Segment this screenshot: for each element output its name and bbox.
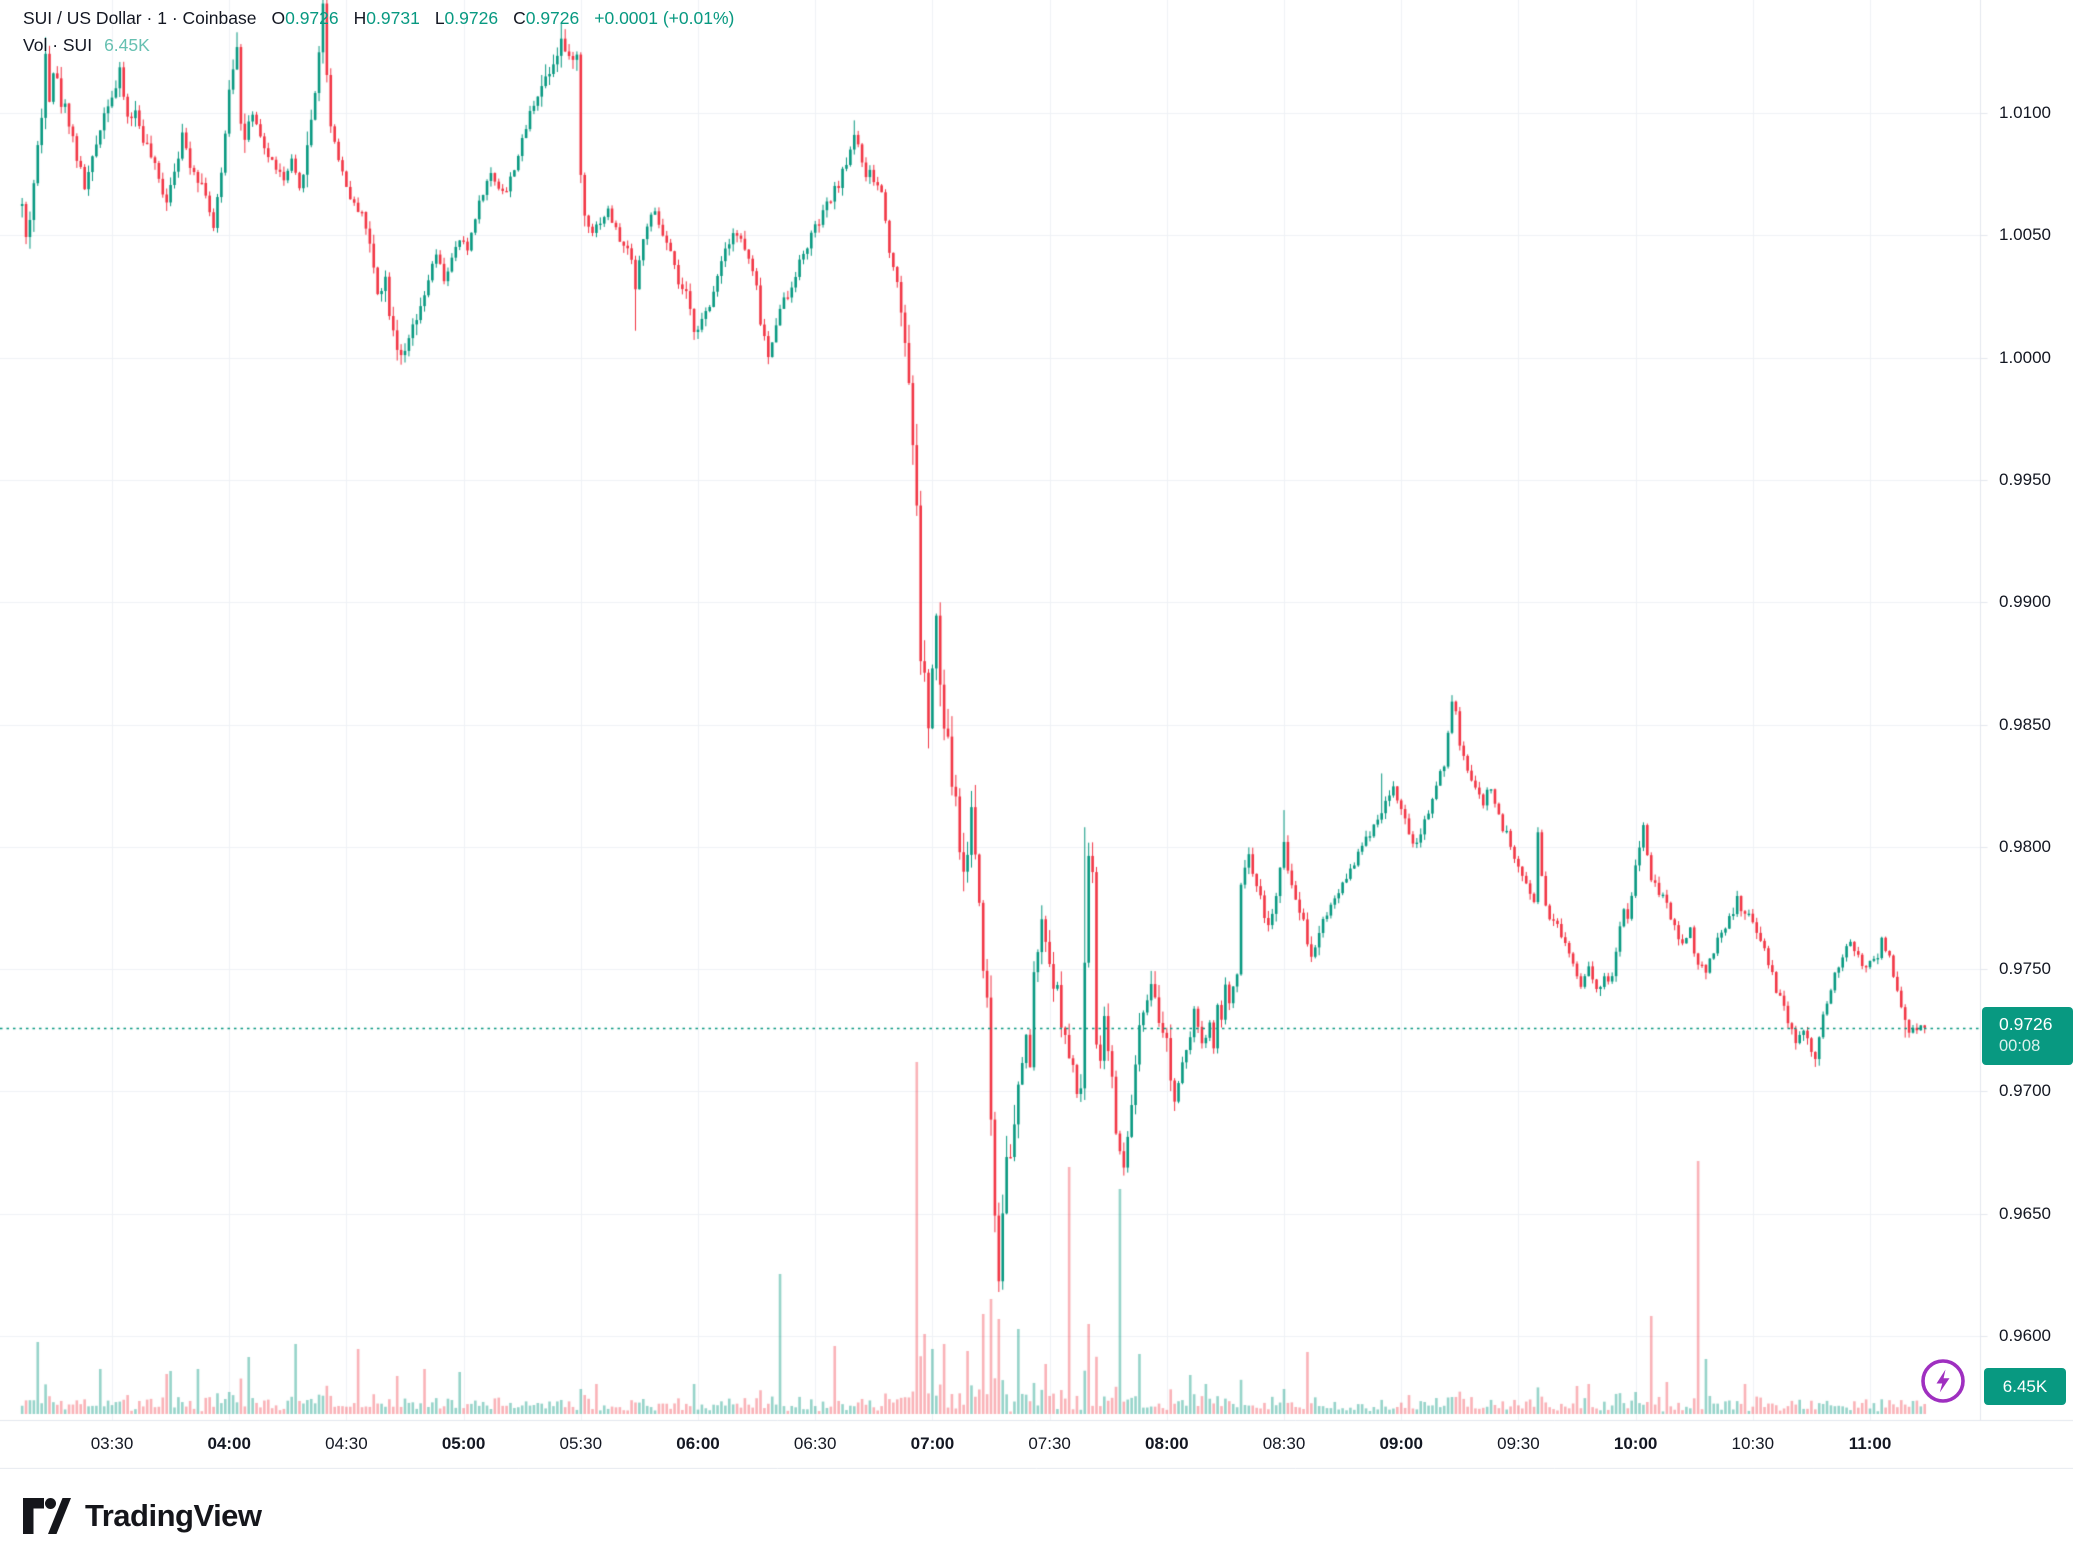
price-tick-label: 1.0100	[1999, 103, 2051, 122]
lightning-trade-button[interactable]	[1918, 1356, 1968, 1406]
price-tick-label: 0.9600	[1999, 1326, 2051, 1345]
price-tick-label: 1.0000	[1999, 347, 2051, 367]
time-tick-label: 08:30	[1262, 1434, 1306, 1453]
ohlc-low: L0.9726	[434, 8, 499, 28]
volume-legend-value: 6.45K	[104, 35, 150, 55]
volume-legend-label: Vol · SUI	[23, 35, 93, 55]
price-tick-label: 0.9650	[1999, 1203, 2051, 1223]
time-tick-label: 11:00	[1848, 1434, 1892, 1453]
current-price-label: 0.9726 00:08	[1982, 1007, 2073, 1065]
tradingview-logo-text: TradingView	[85, 1498, 262, 1533]
time-tick-label: 04:30	[325, 1434, 368, 1453]
tradingview-logo[interactable]: TradingView	[23, 1498, 262, 1534]
time-tick-label: 09:00	[1379, 1434, 1423, 1453]
time-tick-label: 07:30	[1028, 1434, 1071, 1453]
time-tick-label: 09:30	[1497, 1434, 1540, 1453]
time-tick-label: 10:00	[1613, 1434, 1658, 1453]
time-tick-label: 10:30	[1731, 1434, 1775, 1453]
time-tick-label: 06:30	[793, 1434, 837, 1453]
lightning-icon	[1921, 1359, 1965, 1403]
price-tick-label: 0.9750	[1999, 959, 2051, 979]
price-tick-label: 1.0050	[1999, 225, 2051, 245]
price-tick-label: 0.9950	[1999, 469, 2051, 489]
symbol-legend-row: SUI / US Dollar · 1 · Coinbase O0.9726 H0.…	[23, 8, 734, 29]
time-tick-label: 03:30	[90, 1434, 134, 1453]
time-tick-label: 07:00	[910, 1434, 955, 1453]
price-tick-label: 0.9700	[1999, 1081, 2051, 1101]
bar-countdown: 00:08	[1999, 1037, 2041, 1055]
price-tick-label: 0.9850	[1999, 714, 2051, 734]
price-change: +0.0001 (+0.01%)	[594, 8, 735, 28]
time-axis[interactable]: 03:30 04:00 04:30 05:00 05:30 06:00 06:30 07:00…	[0, 1421, 2073, 1468]
time-tick-label: 04:00	[207, 1434, 251, 1453]
symbol-title: SUI / US Dollar · 1 · Coinbase	[23, 8, 257, 28]
price-axis[interactable]: 1.0100 1.0050 1.0000 0.9950 0.9900 0.9850 0.98…	[1981, 0, 2073, 1420]
current-price-value: 0.9726	[1999, 1014, 2053, 1034]
ohlc-open: O0.9726	[271, 8, 339, 28]
chart-legend: SUI / US Dollar · 1 · Coinbase O0.9726 H0.…	[23, 8, 734, 56]
time-tick-label: 06:00	[676, 1434, 720, 1453]
ohlc-high: H0.9731	[353, 8, 420, 28]
price-tick-label: 0.9800	[1999, 836, 2051, 856]
ohlc-close: C0.9726	[513, 8, 580, 28]
time-tick-label: 08:00	[1145, 1434, 1189, 1453]
tradingview-logo-icon	[23, 1498, 71, 1534]
volume-legend-row: Vol · SUI 6.45K	[23, 35, 734, 56]
time-tick-label: 05:30	[559, 1434, 603, 1453]
footer: TradingView	[0, 1469, 2073, 1550]
volume-axis-badge: 6.45K	[1984, 1368, 2066, 1405]
price-tick-label: 0.9900	[1999, 592, 2051, 612]
time-tick-label: 05:00	[441, 1434, 486, 1453]
